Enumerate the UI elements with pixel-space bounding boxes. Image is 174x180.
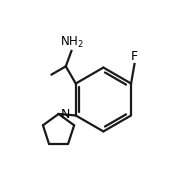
Text: F: F — [131, 50, 138, 63]
Text: NH$_2$: NH$_2$ — [60, 35, 83, 50]
Text: N: N — [61, 108, 70, 121]
